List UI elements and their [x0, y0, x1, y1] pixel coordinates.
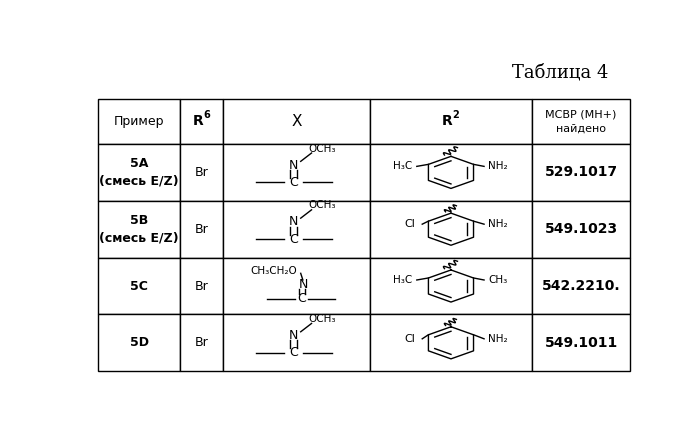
Text: 5A
(смесь E/Z): 5A (смесь E/Z)	[99, 158, 179, 187]
Text: C: C	[289, 176, 298, 189]
Bar	[370, 144, 533, 201]
Text: NH₂: NH₂	[488, 161, 508, 171]
Text: OCH₃: OCH₃	[308, 314, 336, 324]
Text: NH₂: NH₂	[488, 334, 508, 344]
Text: H₃C: H₃C	[393, 161, 412, 171]
Text: C: C	[297, 292, 306, 305]
Bar	[98, 144, 180, 201]
Text: 2: 2	[452, 110, 459, 120]
Bar	[180, 258, 223, 314]
Text: 6: 6	[203, 110, 210, 120]
Text: OCH₃: OCH₃	[308, 144, 336, 154]
Text: CH₃CH₂O: CH₃CH₂O	[251, 266, 297, 276]
Bar	[370, 201, 533, 258]
Text: Cl: Cl	[405, 219, 415, 229]
Text: Br: Br	[195, 279, 209, 293]
Bar	[533, 258, 630, 314]
Text: R: R	[193, 115, 203, 128]
Text: Br: Br	[195, 166, 209, 179]
Bar	[223, 99, 370, 144]
Text: 529.1017: 529.1017	[545, 165, 617, 179]
Text: Br: Br	[195, 336, 209, 349]
Text: X: X	[291, 114, 302, 129]
Text: Таблица 4: Таблица 4	[512, 64, 608, 82]
Bar	[180, 99, 223, 144]
Text: N: N	[289, 329, 298, 342]
Bar	[180, 144, 223, 201]
Text: 549.1011: 549.1011	[545, 336, 618, 350]
Text: N: N	[299, 277, 309, 290]
Text: CH₃: CH₃	[488, 275, 508, 285]
Text: C: C	[289, 346, 298, 359]
Bar	[98, 99, 180, 144]
Bar	[98, 314, 180, 371]
Text: NH₂: NH₂	[488, 219, 508, 229]
Bar	[533, 99, 630, 144]
Bar	[370, 99, 533, 144]
Bar	[533, 201, 630, 258]
Bar	[533, 314, 630, 371]
Text: 549.1023: 549.1023	[545, 222, 617, 236]
Text: Cl: Cl	[405, 334, 415, 344]
Text: H₃C: H₃C	[393, 275, 412, 285]
Text: N: N	[289, 215, 298, 228]
Bar	[180, 201, 223, 258]
Bar	[180, 314, 223, 371]
Text: 5C: 5C	[130, 279, 148, 293]
Bar	[370, 258, 533, 314]
Bar	[223, 258, 370, 314]
Text: МСВР (МН+)
найдено: МСВР (МН+) найдено	[545, 109, 617, 133]
Bar	[223, 144, 370, 201]
Text: N: N	[289, 158, 298, 171]
Text: OCH₃: OCH₃	[308, 201, 336, 210]
Text: 5B
(смесь E/Z): 5B (смесь E/Z)	[99, 214, 179, 244]
Text: Br: Br	[195, 223, 209, 236]
Bar	[98, 258, 180, 314]
Text: R: R	[442, 115, 453, 128]
Text: 542.2210.: 542.2210.	[542, 279, 620, 293]
Bar	[223, 201, 370, 258]
Text: 5D: 5D	[130, 336, 148, 349]
Text: Пример: Пример	[114, 115, 164, 128]
Bar	[98, 201, 180, 258]
Bar	[223, 314, 370, 371]
Bar	[370, 314, 533, 371]
Text: C: C	[289, 233, 298, 246]
Bar	[533, 144, 630, 201]
